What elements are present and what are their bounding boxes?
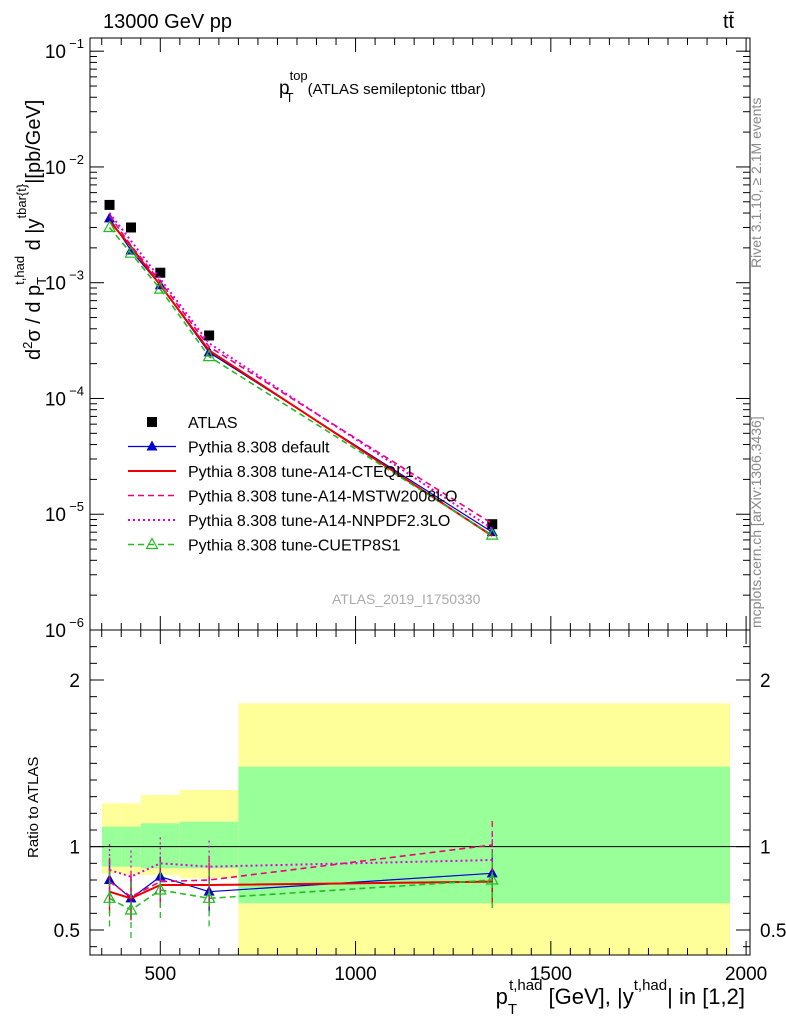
y-tick-label: 10 [45,505,66,526]
ratio-line [109,844,493,898]
plot-title: ptop T (ATLAS semileptonic ttbar) [279,68,486,105]
y-tick-exponent: −5 [69,499,84,514]
ratio-y-tick-label-right: 0.5 [760,921,786,942]
x-axis-label: pTt,had [GeV], |yt,had| in [1,2] [496,977,745,1018]
data-point [124,902,138,915]
y-tick-exponent: −1 [69,36,84,51]
data-point [103,891,117,903]
ratio-y-tick-label-right: 2 [760,671,771,692]
y-tick-exponent: −4 [69,383,84,398]
ratio-ylabel: Ratio to ATLAS [25,757,42,858]
ratio-uncertainty-bands [90,703,750,955]
x-tick-label: 1500 [530,964,572,985]
data-point [145,537,159,550]
header-left: 13000 GeV pp [103,11,232,33]
y-tick-label: 10 [45,389,66,410]
legend-label: ATLAS [188,415,238,432]
legend-label: Pythia 8.308 tune-A14-CTEQL1 [188,464,414,481]
ratio-y-tick-label-right: 1 [760,838,771,859]
y-tick-exponent: −6 [69,615,84,630]
data-point [202,349,216,362]
legend-label: Pythia 8.308 tune-CUETP8S1 [188,538,401,555]
data-point [126,222,137,233]
data-point [147,417,157,427]
ratio-frame [89,629,751,956]
x-tick-label: 2000 [725,964,767,985]
series-line [109,217,493,533]
y-tick-label: 10 [45,42,66,63]
data-point [485,527,499,540]
series-line [108,212,493,530]
main-series [103,199,499,540]
y-tick-label: 10 [45,274,66,295]
data-point [487,519,498,530]
data-point [153,281,167,294]
data-point [146,440,158,451]
series-line [108,215,493,525]
y-tick-label: 10 [45,621,66,642]
legend-label: Pythia 8.308 default [188,440,330,457]
data-point [153,882,167,895]
rivet-label: Rivet 3.1.10, ≥ 2.1M events [748,98,764,268]
header-right: tt̄ [723,11,735,33]
legend-label: Pythia 8.308 tune-A14-NNPDF2.3LO [188,513,450,530]
ratio-y-tick-label: 1 [69,838,80,859]
data-point [485,872,499,885]
data-point [104,199,115,210]
data-point [204,330,215,341]
main-ylabel: d2σ / d pTt,had d |ytbar{t}|[pb/GeV] [12,100,49,360]
ratio-line [109,879,493,911]
series-line [108,220,493,537]
legend: ATLAS Pythia 8.308 default Pythia 8.308 tu… [128,415,457,555]
analysis-watermark: ATLAS_2019_I1750330 [332,591,481,607]
data-point [124,245,138,258]
data-point [155,267,166,278]
ratio-y-tick-label: 2 [69,671,80,692]
data-point [103,220,117,233]
x-tick-label: 1000 [334,964,376,985]
mcplots-label: mcplots.cern.ch [arXiv:1306.3436] [748,416,764,628]
ratio-series [103,821,499,938]
data-point [202,891,216,903]
series-line [108,226,493,536]
y-tick-exponent: −2 [69,152,84,167]
y-tick-label: 10 [45,158,66,179]
y-tick-exponent: −3 [69,268,84,283]
x-tick-label: 500 [144,964,176,985]
ratio-y-tick-label: 0.5 [54,921,80,942]
legend-label: Pythia 8.308 tune-A14-MSTW2008LO [188,489,457,506]
